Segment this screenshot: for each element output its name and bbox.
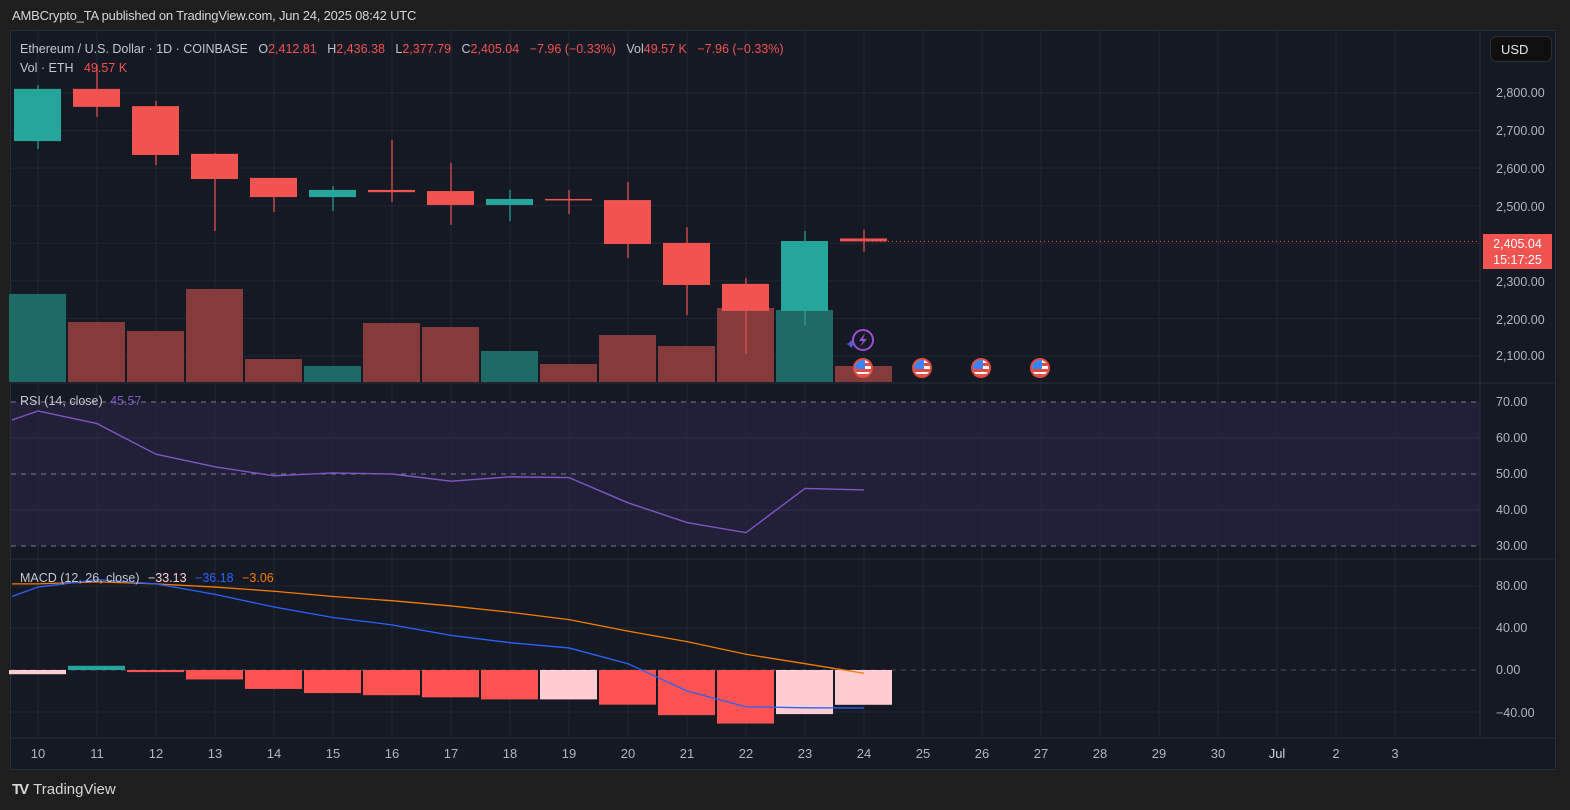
close-label: C xyxy=(461,42,471,56)
price-axis-label: 2,100.00 xyxy=(1496,349,1545,363)
rsi-axis-label: 60.00 xyxy=(1496,431,1528,445)
change-value: −7.96 (−0.33%) xyxy=(529,42,616,56)
vol-change: −7.96 (−0.33%) xyxy=(697,42,784,56)
macd-axis-label: 40.00 xyxy=(1496,621,1528,635)
high-value: 2,436.38 xyxy=(336,42,385,56)
rsi-axis-label: 70.00 xyxy=(1496,395,1528,409)
low-value: 2,377.79 xyxy=(402,42,452,56)
time-axis-label: 13 xyxy=(207,746,223,761)
published-caption: AMBCrypto_TA published on TradingView.co… xyxy=(12,8,417,23)
us-flag-event-icon[interactable] xyxy=(912,358,932,378)
rsi-label: RSI (14, close) xyxy=(20,394,103,408)
price-axis-label: 2,500.00 xyxy=(1496,200,1545,214)
time-axis-label: 17 xyxy=(443,746,459,761)
lightning-event-icon[interactable] xyxy=(845,328,879,354)
symbol-title[interactable]: Ethereum / U.S. Dollar · 1D · COINBASE xyxy=(20,42,248,56)
time-axis-label: 12 xyxy=(148,746,164,761)
tradingview-logo-icon: TV xyxy=(12,781,29,798)
us-flag-event-icon[interactable] xyxy=(971,358,991,378)
symbol-legend: Ethereum / U.S. Dollar · 1D · COINBASE O… xyxy=(20,40,784,78)
price-axis-label: 2,600.00 xyxy=(1496,162,1545,176)
rsi-axis-label: 40.00 xyxy=(1496,503,1528,517)
time-axis-label: 22 xyxy=(738,746,754,761)
volume-indicator-label[interactable]: Vol · ETH xyxy=(20,61,74,75)
rsi-axis-label: 50.00 xyxy=(1496,467,1528,481)
close-value: 2,405.04 xyxy=(470,42,520,56)
price-axis-label: 2,700.00 xyxy=(1496,124,1545,138)
macd-line-value: −36.18 xyxy=(195,571,234,585)
time-axis-label: 3 xyxy=(1391,746,1399,761)
time-axis-label: 11 xyxy=(90,746,104,761)
volume-indicator-value: 49.57 K xyxy=(83,61,128,75)
time-axis-label: 29 xyxy=(1151,746,1167,761)
open-value: 2,412.81 xyxy=(268,42,317,56)
macd-label: MACD (12, 26, close) xyxy=(20,571,140,585)
brand-name[interactable]: TradingView xyxy=(33,781,116,798)
footer: TV TradingView xyxy=(12,781,116,798)
time-axis-label: 25 xyxy=(915,746,931,761)
price-axis-label: 2,300.00 xyxy=(1496,275,1545,289)
rsi-axis-label: 30.00 xyxy=(1496,539,1528,553)
macd-signal-value: −3.06 xyxy=(242,571,274,585)
time-axis-label: 19 xyxy=(561,746,577,761)
macd-hist-value: −33.13 xyxy=(147,571,187,585)
time-axis-label: 18 xyxy=(502,746,518,761)
time-axis-label: 21 xyxy=(679,746,695,761)
price-axis-label: 2,200.00 xyxy=(1496,313,1545,327)
time-axis-label: 20 xyxy=(620,746,636,761)
time-axis-label: 24 xyxy=(856,746,872,761)
rsi-value: 45.57 xyxy=(110,394,142,408)
rsi-legend[interactable]: RSI (14, close) 45.57 xyxy=(20,394,141,408)
macd-axis-label: 80.00 xyxy=(1496,579,1528,593)
last-price: 2,405.04 xyxy=(1493,237,1542,251)
high-label: H xyxy=(327,42,337,56)
time-axis-label: 10 xyxy=(30,746,46,761)
vol-label: Vol xyxy=(626,42,644,56)
price-axis-label: 2,800.00 xyxy=(1496,86,1545,100)
currency-button[interactable]: USD xyxy=(1490,36,1552,62)
bar-countdown: 15:17:25 xyxy=(1493,253,1542,267)
time-axis-label: 16 xyxy=(384,746,400,761)
time-axis-label: 30 xyxy=(1210,746,1226,761)
macd-axis-label: 0.00 xyxy=(1496,663,1521,677)
us-flag-event-icon[interactable] xyxy=(853,358,873,378)
vol-value: 49.57 K xyxy=(643,42,687,56)
time-axis-label: 15 xyxy=(325,746,341,761)
us-flag-event-icon[interactable] xyxy=(1030,358,1050,378)
time-axis-label: Jul xyxy=(1268,746,1286,761)
open-label: O xyxy=(258,42,269,56)
last-price-tag: 2,405.04 15:17:25 xyxy=(1483,234,1552,269)
macd-legend[interactable]: MACD (12, 26, close) −33.13 −36.18 −3.06 xyxy=(20,571,274,585)
time-axis-label: 28 xyxy=(1092,746,1108,761)
time-axis-label: 2 xyxy=(1332,746,1340,761)
time-axis-label: 14 xyxy=(266,746,282,761)
time-axis-label: 27 xyxy=(1033,746,1049,761)
macd-axis-label: −40.00 xyxy=(1496,706,1535,720)
time-axis-label: 26 xyxy=(974,746,990,761)
time-axis-label: 23 xyxy=(797,746,813,761)
low-label: L xyxy=(395,42,403,56)
